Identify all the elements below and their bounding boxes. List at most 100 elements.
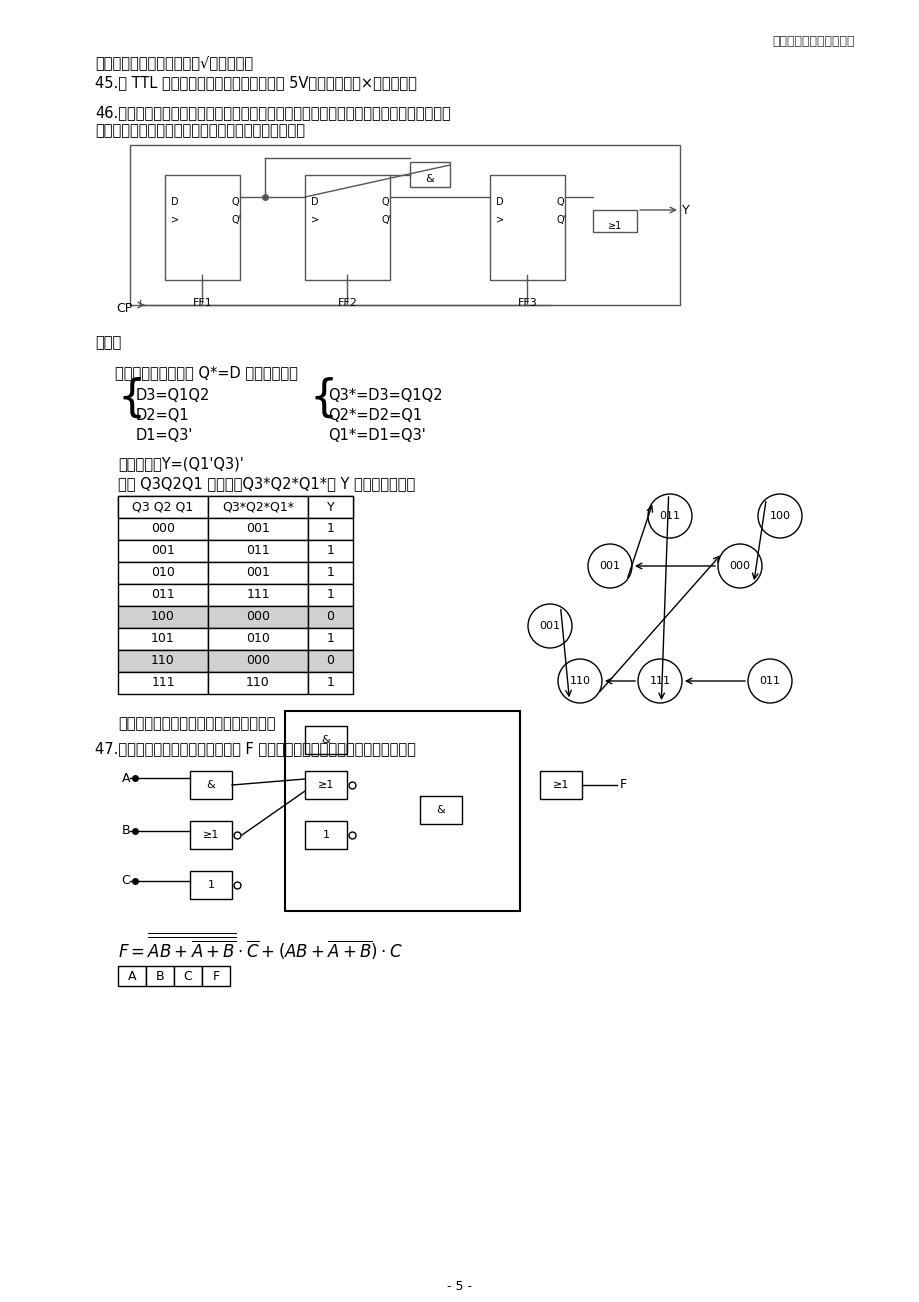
Text: Y: Y [681, 203, 689, 216]
Text: 000: 000 [151, 522, 175, 535]
Bar [118, 966, 146, 986]
Text: ≥1: ≥1 [317, 780, 334, 790]
Text: 000: 000 [245, 611, 269, 624]
Text: 输出方程：Y=(Q1'Q3)': 输出方程：Y=(Q1'Q3)' [118, 456, 244, 471]
Text: 010: 010 [151, 566, 175, 579]
Text: Q': Q' [556, 215, 566, 225]
Bar [305, 727, 346, 754]
Bar [118, 562, 208, 585]
Bar [593, 210, 636, 232]
Bar [308, 496, 353, 518]
Text: Q2*=D2=Q1: Q2*=D2=Q1 [328, 408, 422, 423]
Text: A: A [128, 970, 136, 983]
Bar [285, 711, 519, 911]
Text: FF3: FF3 [517, 298, 537, 309]
Text: - 5 -: - 5 - [447, 1280, 472, 1293]
Text: 1: 1 [326, 589, 335, 602]
Text: A: A [121, 772, 130, 785]
Bar [118, 540, 208, 562]
Bar [118, 496, 208, 518]
Text: D: D [171, 197, 178, 207]
Bar [208, 496, 308, 518]
Text: 011: 011 [151, 589, 175, 602]
Bar [130, 145, 679, 305]
Bar [208, 518, 308, 540]
Circle shape [747, 659, 791, 703]
Circle shape [528, 604, 572, 648]
Text: 1: 1 [326, 566, 335, 579]
Text: 001: 001 [539, 621, 560, 631]
Text: 000: 000 [245, 655, 269, 668]
Text: 010: 010 [245, 633, 269, 646]
Bar [308, 518, 353, 540]
Text: {: { [118, 376, 146, 419]
Bar [118, 628, 208, 650]
Text: B: B [121, 824, 130, 837]
Bar [305, 771, 346, 799]
Text: &: & [425, 174, 434, 184]
Text: C: C [184, 970, 192, 983]
Text: >: > [171, 215, 179, 225]
Text: 011: 011 [246, 544, 269, 557]
Text: &: & [437, 805, 445, 815]
Bar [118, 585, 208, 605]
Bar [308, 628, 353, 650]
Bar [539, 771, 582, 799]
Text: 1: 1 [326, 633, 335, 646]
Text: FF2: FF2 [337, 298, 357, 309]
Text: 101: 101 [151, 633, 175, 646]
Bar [420, 796, 461, 824]
Circle shape [757, 493, 801, 538]
Text: 110: 110 [151, 655, 175, 668]
Text: 1: 1 [326, 677, 335, 690]
Text: 数据立即丢失。【判断】（√）（题库）: 数据立即丢失。【判断】（√）（题库） [95, 55, 253, 70]
Text: 110: 110 [246, 677, 269, 690]
Bar [208, 672, 308, 694]
Text: Q: Q [556, 197, 564, 207]
Circle shape [637, 659, 681, 703]
Text: 46.分析下面所示的时序电路的逻辑功能，写出电路的驱动方程，状态方程，和输出方程，: 46.分析下面所示的时序电路的逻辑功能，写出电路的驱动方程，状态方程，和输出方程… [95, 105, 450, 120]
Text: 1: 1 [208, 880, 214, 891]
Bar [118, 496, 353, 518]
Text: 列写驱动方程，并由 Q*=D 得状态方程：: 列写驱动方程，并由 Q*=D 得状态方程： [115, 365, 298, 380]
Bar [490, 174, 564, 280]
Bar [208, 562, 308, 585]
Text: >: > [311, 215, 319, 225]
Bar [174, 966, 202, 986]
Bar [165, 174, 240, 280]
Bar [308, 540, 353, 562]
Text: 100: 100 [768, 510, 789, 521]
Text: C: C [121, 875, 130, 888]
Text: 111: 111 [151, 677, 175, 690]
Bar [410, 161, 449, 187]
Text: 011: 011 [759, 676, 779, 686]
Text: 如状态转换图所示，该电路可以自启动。: 如状态转换图所示，该电路可以自启动。 [118, 716, 275, 730]
Text: 110: 110 [569, 676, 590, 686]
Bar [308, 650, 353, 672]
Text: Y: Y [326, 501, 334, 514]
Text: 001: 001 [245, 566, 269, 579]
Text: 答案：: 答案： [95, 335, 121, 350]
Bar [208, 540, 308, 562]
Bar [308, 585, 353, 605]
Text: 1: 1 [326, 522, 335, 535]
Text: Q': Q' [232, 215, 242, 225]
Text: D: D [495, 197, 503, 207]
Text: &: & [322, 736, 330, 745]
Bar [190, 871, 232, 898]
Bar [190, 822, 232, 849]
Text: ≥1: ≥1 [202, 829, 219, 840]
Text: D1=Q3': D1=Q3' [136, 428, 193, 443]
Text: 001: 001 [599, 561, 619, 572]
Text: CP: CP [117, 302, 133, 315]
Text: Q3*Q2*Q1*: Q3*Q2*Q1* [221, 501, 294, 514]
Text: D: D [311, 197, 318, 207]
Text: 画出电路的状态转换图，并说明该电路是否能自启动。: 画出电路的状态转换图，并说明该电路是否能自启动。 [95, 122, 305, 138]
Text: 011: 011 [659, 510, 680, 521]
Text: 100: 100 [151, 611, 175, 624]
Text: F: F [212, 970, 220, 983]
Bar [118, 605, 208, 628]
Text: Q3 Q2 Q1: Q3 Q2 Q1 [132, 501, 193, 514]
Circle shape [647, 493, 691, 538]
Text: >: > [495, 215, 504, 225]
